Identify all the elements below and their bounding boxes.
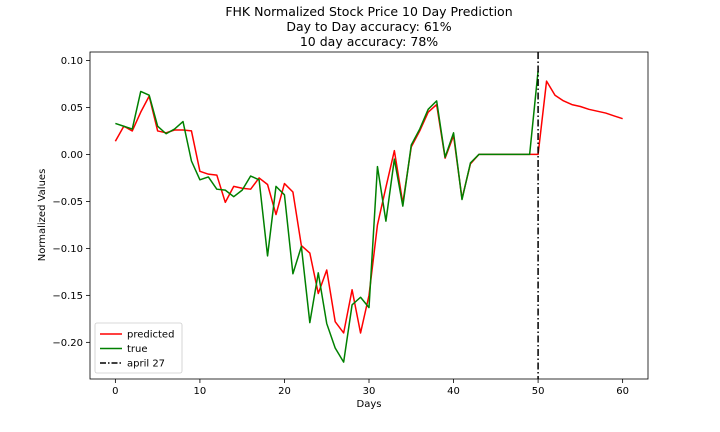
plot-area bbox=[114, 52, 623, 379]
y-tick-label: −0.10 bbox=[52, 244, 83, 255]
chart-subtitle-day-accuracy: Day to Day accuracy: 61% bbox=[286, 19, 451, 34]
x-tick-label: 10 bbox=[194, 386, 207, 397]
series-line-true bbox=[115, 70, 539, 363]
y-tick-label: 0.00 bbox=[61, 150, 83, 161]
x-tick-label: 50 bbox=[532, 386, 545, 397]
chart-title: FHK Normalized Stock Price 10 Day Predic… bbox=[225, 4, 512, 19]
x-tick-label: 30 bbox=[363, 386, 376, 397]
plot-frame bbox=[89, 51, 649, 380]
legend-label-april-27: april 27 bbox=[127, 359, 165, 370]
y-tick-label: 0.10 bbox=[61, 56, 83, 67]
x-tick-label: 60 bbox=[616, 386, 629, 397]
y-tick-label: −0.20 bbox=[52, 338, 83, 349]
y-axis-label: Normalized Values bbox=[37, 169, 48, 262]
x-tick-label: 20 bbox=[278, 386, 291, 397]
legend-label-true: true bbox=[127, 344, 148, 355]
x-axis-label: Days bbox=[357, 399, 382, 410]
legend-label-predicted: predicted bbox=[127, 330, 174, 341]
y-tick-label: −0.15 bbox=[52, 291, 83, 302]
legend: predicted true april 27 bbox=[94, 322, 183, 374]
chart-subtitle-10day-accuracy: 10 day accuracy: 78% bbox=[300, 34, 438, 49]
y-tick-label: −0.05 bbox=[52, 197, 83, 208]
y-tick-label: 0.05 bbox=[61, 103, 83, 114]
x-tick-label: 0 bbox=[112, 386, 118, 397]
legend-box bbox=[94, 322, 183, 374]
axis-ticks: 0 10 20 30 40 50 60 0.10 0.05 0.00 −0.05 −0.10 −0.15… bbox=[52, 56, 629, 397]
x-tick-label: 40 bbox=[447, 386, 460, 397]
